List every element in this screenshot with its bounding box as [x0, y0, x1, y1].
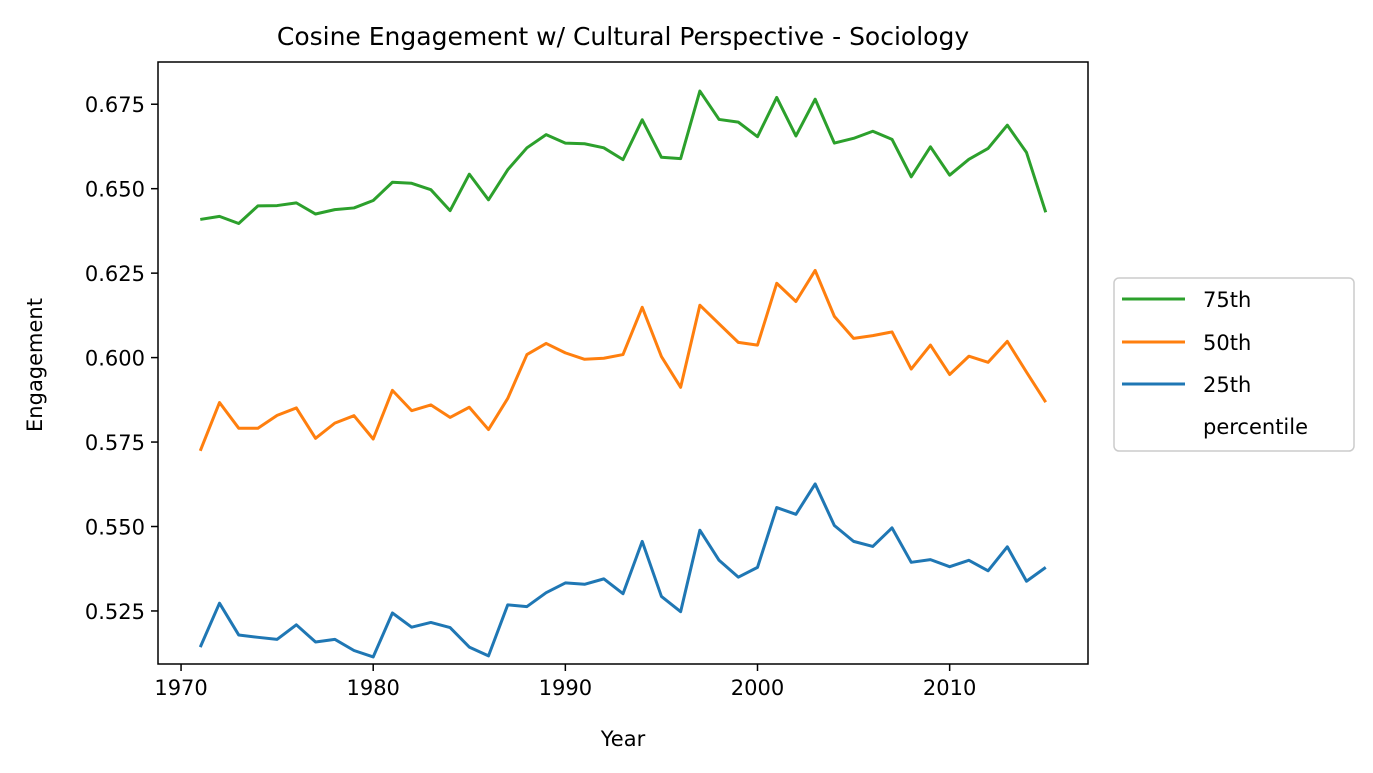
x-tick-label: 2010	[923, 676, 976, 700]
y-tick-label: 0.525	[85, 600, 145, 624]
chart-title: Cosine Engagement w/ Cultural Perspectiv…	[277, 22, 969, 51]
y-tick-label: 0.600	[85, 347, 145, 371]
x-tick-label: 1990	[539, 676, 592, 700]
series-line-50th	[198, 268, 1047, 452]
y-tick-label: 0.550	[85, 516, 145, 540]
legend-box	[1113, 277, 1355, 452]
x-axis: 1970 1980 1990 2000 2010	[154, 664, 976, 700]
y-axis-label: Engagement	[23, 298, 47, 432]
x-tick-label: 1970	[154, 676, 207, 700]
x-axis-label: Year	[600, 727, 646, 751]
plot-frame	[157, 61, 1089, 665]
x-tick-label: 2000	[731, 676, 784, 700]
series-line-25th	[198, 482, 1047, 659]
legend: 75th 50th 25th percentile	[1113, 277, 1355, 452]
legend-label-50th: 50th	[1203, 331, 1251, 355]
series-layer	[198, 89, 1048, 659]
y-tick-label: 0.625	[85, 262, 145, 286]
legend-label-75th: 75th	[1203, 288, 1251, 312]
y-tick-label: 0.650	[85, 178, 145, 202]
y-tick-label: 0.575	[85, 431, 145, 455]
legend-label-25th: 25th	[1203, 373, 1251, 397]
x-tick-label: 1980	[346, 676, 399, 700]
series-line-75th	[200, 89, 1048, 225]
y-axis: 0.525 0.550 0.575 0.600 0.625 0.650 0.675	[85, 93, 158, 624]
y-tick-label: 0.675	[85, 93, 145, 117]
legend-label-percentile: percentile	[1203, 415, 1308, 439]
